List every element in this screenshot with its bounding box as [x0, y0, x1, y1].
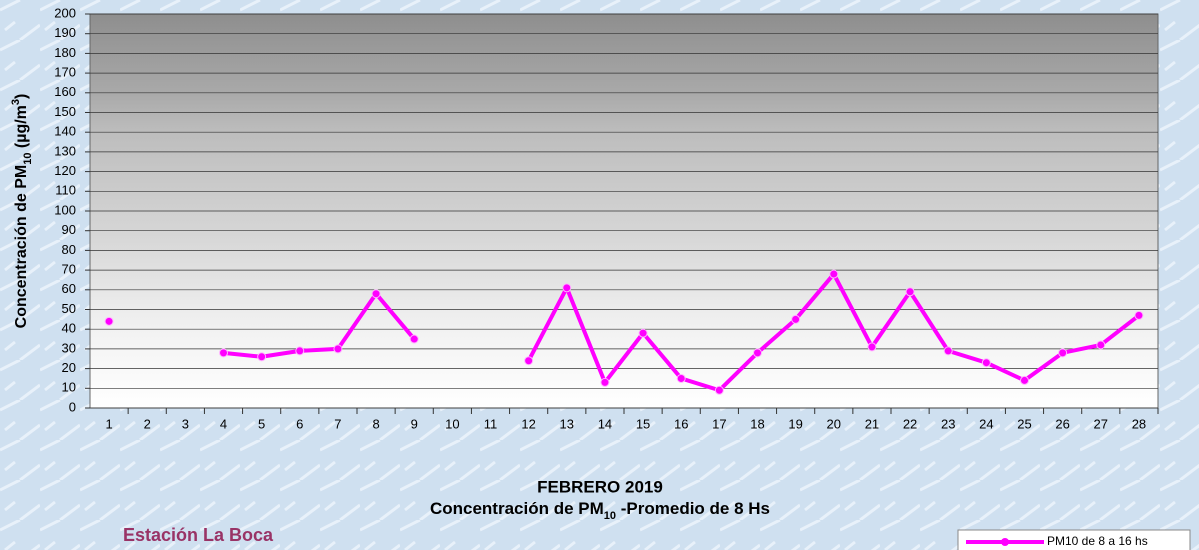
x-tick-label: 15	[636, 416, 650, 431]
data-point	[410, 335, 418, 343]
x-tick-label: 19	[788, 416, 802, 431]
y-tick-label: 200	[54, 5, 76, 20]
y-tick-label: 110	[55, 183, 76, 198]
text-part: 10	[22, 153, 34, 165]
y-tick-label: 40	[62, 321, 76, 336]
x-tick-label: 3	[182, 416, 189, 431]
y-tick-label: 180	[54, 45, 76, 60]
data-point	[601, 378, 609, 386]
y-tick-label: 170	[54, 65, 76, 80]
data-point	[715, 386, 723, 394]
data-point	[105, 317, 113, 325]
x-tick-label: 5	[258, 416, 265, 431]
y-tick-label: 70	[62, 262, 76, 277]
y-tick-label: 150	[54, 104, 76, 119]
y-tick-label: 80	[62, 242, 76, 257]
data-point	[372, 290, 380, 298]
data-point	[1059, 349, 1067, 357]
text-part: )	[13, 94, 30, 99]
x-tick-label: 21	[865, 416, 879, 431]
chart-title: FEBRERO 2019	[537, 477, 663, 496]
x-tick-label: 14	[598, 416, 612, 431]
chart: FEBRERO 2019 Concentración de PM10 -Prom…	[0, 0, 1199, 550]
data-point	[868, 343, 876, 351]
x-tick-label: 11	[484, 416, 498, 431]
data-point	[639, 329, 647, 337]
text-part: -Promedio de 8 Hs	[616, 499, 770, 518]
x-tick-label: 8	[372, 416, 379, 431]
x-tick-label: 16	[674, 416, 688, 431]
station-label: Estación La Boca	[123, 525, 274, 545]
y-tick-label: 140	[54, 124, 76, 139]
x-tick-label: 2	[144, 416, 151, 431]
x-tick-label: 1	[105, 416, 112, 431]
data-point	[258, 353, 266, 361]
data-point	[525, 357, 533, 365]
y-tick-label: 20	[62, 360, 76, 375]
data-point	[906, 288, 914, 296]
data-point	[792, 315, 800, 323]
x-tick-label: 9	[411, 416, 418, 431]
legend-label: PM10 de 8 a 16 hs	[1047, 534, 1148, 548]
y-tick-label: 50	[62, 301, 76, 316]
data-point	[677, 374, 685, 382]
legend-marker	[1001, 538, 1009, 546]
data-point	[334, 345, 342, 353]
text-part: (µg/m	[13, 105, 30, 152]
data-point	[830, 270, 838, 278]
x-tick-label: 10	[445, 416, 459, 431]
data-point	[754, 349, 762, 357]
x-tick-label: 20	[827, 416, 841, 431]
x-tick-label: 24	[979, 416, 993, 431]
y-tick-label: 0	[69, 399, 76, 414]
y-tick-label: 100	[54, 202, 76, 217]
data-point	[1021, 376, 1029, 384]
text-part: Concentración de PM	[13, 165, 30, 329]
x-tick-label: 26	[1055, 416, 1069, 431]
x-tick-label: 17	[712, 416, 726, 431]
x-tick-label: 22	[903, 416, 917, 431]
data-point	[296, 347, 304, 355]
y-tick-label: 160	[54, 84, 76, 99]
text-part: Concentración de PM	[430, 499, 604, 518]
y-tick-label: 10	[62, 380, 76, 395]
y-tick-label: 30	[62, 340, 76, 355]
x-tick-label: 7	[334, 416, 341, 431]
x-tick-label: 25	[1017, 416, 1031, 431]
x-tick-label: 23	[941, 416, 955, 431]
data-point	[563, 284, 571, 292]
y-tick-label: 120	[54, 163, 76, 178]
text-part: 10	[604, 510, 616, 522]
data-point	[1135, 311, 1143, 319]
y-tick-label: 190	[54, 25, 76, 40]
x-tick-label: 13	[560, 416, 574, 431]
y-tick-label: 130	[54, 143, 76, 158]
x-tick-label: 4	[220, 416, 227, 431]
x-tick-label: 6	[296, 416, 303, 431]
x-tick-label: 12	[521, 416, 535, 431]
data-point	[944, 347, 952, 355]
data-point	[220, 349, 228, 357]
x-tick-label: 27	[1094, 416, 1108, 431]
y-tick-label: 60	[62, 281, 76, 296]
x-tick-label: 28	[1132, 416, 1146, 431]
x-tick-label: 18	[750, 416, 764, 431]
data-point	[1097, 341, 1105, 349]
y-tick-label: 90	[62, 222, 76, 237]
data-point	[982, 359, 990, 367]
